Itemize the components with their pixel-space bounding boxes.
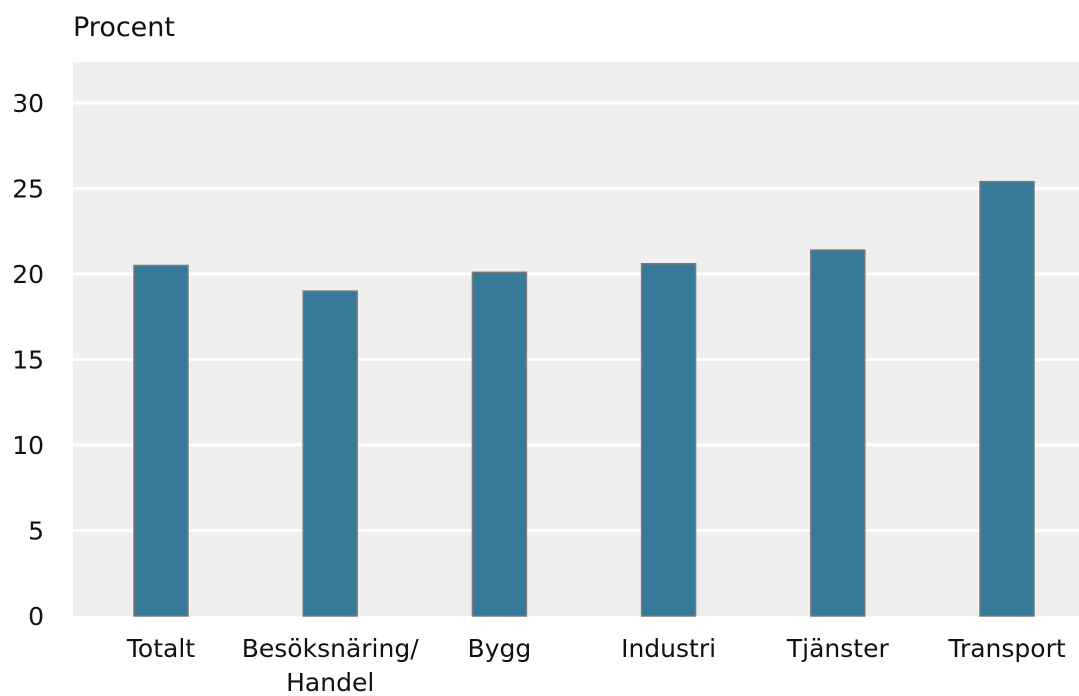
y-tick-label: 15 [12, 346, 44, 375]
bar [810, 249, 866, 617]
y-tick-label: 5 [28, 517, 44, 546]
bar [640, 262, 697, 617]
bar [302, 290, 358, 617]
y-tick-label: 20 [12, 260, 44, 289]
gridlines [73, 101, 1079, 532]
plot-area [73, 62, 1079, 616]
bar [471, 271, 528, 617]
y-tick-label: 10 [12, 431, 44, 460]
bars [133, 180, 1035, 617]
y-tick-labels: 0 5 10 15 20 25 30 [12, 89, 44, 631]
y-tick-label: 30 [12, 89, 44, 118]
bar [133, 264, 189, 617]
x-tick-labels: Totalt Besöksnäring/Handel Bygg Industri Tjä… [126, 634, 1066, 696]
x-tick-label: Transport [947, 634, 1066, 663]
x-tick-label: Besöksnäring/Handel [242, 634, 419, 696]
y-tick-label: 0 [28, 602, 44, 631]
y-tick-label: 25 [12, 175, 44, 204]
x-tick-label: Bygg [468, 634, 532, 663]
x-tick-label: Industri [621, 634, 716, 663]
x-tick-label: Tjänster [786, 634, 890, 663]
y-axis-label: Procent [73, 12, 175, 43]
x-tick-label: Totalt [126, 634, 195, 663]
bar [979, 180, 1035, 617]
